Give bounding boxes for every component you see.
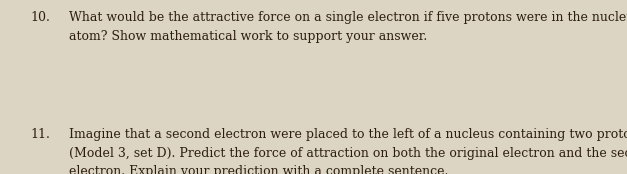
Text: 10.: 10. [31,11,50,24]
Text: electron. Explain your prediction with a complete sentence.: electron. Explain your prediction with a… [70,165,449,174]
Text: 11.: 11. [31,128,50,141]
Text: Imagine that a second electron were placed to the left of a nucleus containing t: Imagine that a second electron were plac… [70,128,627,141]
Text: (Model 3, set D). Predict the force of attraction on both the original electron : (Model 3, set D). Predict the force of a… [70,147,627,160]
Text: atom? Show mathematical work to support your answer.: atom? Show mathematical work to support … [70,30,428,43]
Text: What would be the attractive force on a single electron if five protons were in : What would be the attractive force on a … [70,11,627,24]
